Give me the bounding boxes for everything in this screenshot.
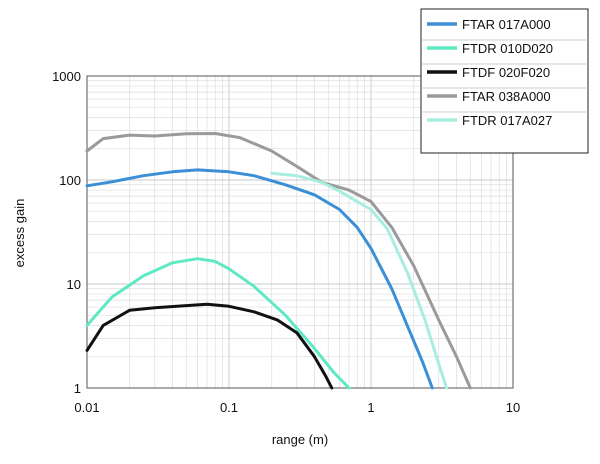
series-line-1 <box>85 168 434 390</box>
x-tick-label: 10 <box>506 400 520 415</box>
legend-label: FTDF 020F020 <box>462 65 550 80</box>
x-tick-labels: 0.01 0.1 1 10 <box>74 400 520 415</box>
plot-frame <box>86 75 514 389</box>
y-tick-label: 100 <box>59 173 81 188</box>
legend-label: FTDR 017A027 <box>462 113 552 128</box>
legend-label: FTAR 038A000 <box>462 89 551 104</box>
y-tick-labels: 1 10 100 1000 <box>52 69 81 396</box>
y-tick-label: 10 <box>67 277 81 292</box>
series-line-5 <box>270 171 448 390</box>
legend-box <box>420 8 589 154</box>
x-tick-label: 1 <box>367 400 374 415</box>
legend-label: FTAR 017A000 <box>462 17 551 32</box>
series-line-4 <box>85 132 472 390</box>
x-axis-label: range (m) <box>272 432 328 447</box>
y-tick-label: 1 <box>74 381 81 396</box>
legend-label: FTDR 010D020 <box>462 41 553 56</box>
x-tick-label: 0.1 <box>220 400 238 415</box>
series-line-3 <box>85 302 334 390</box>
series-lines <box>85 132 472 390</box>
x-tick-label: 0.01 <box>74 400 99 415</box>
y-axis-label: excess gain <box>12 199 27 268</box>
y-tick-label: 1000 <box>52 69 81 84</box>
series-line-2 <box>85 257 351 390</box>
legend: FTAR 017A000 FTDR 010D020 FTDF 020F020 FTAR… <box>420 8 589 154</box>
